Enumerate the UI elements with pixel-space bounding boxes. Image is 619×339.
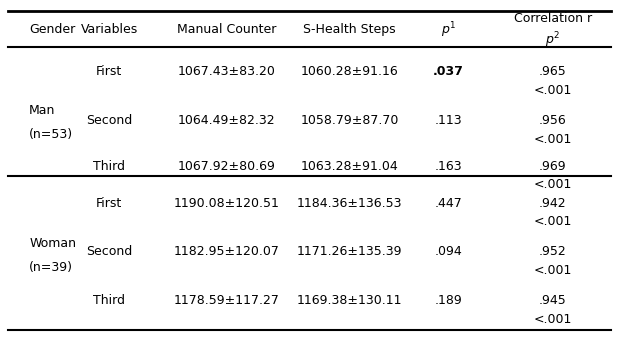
Text: <.001: <.001 — [534, 215, 572, 228]
Text: .969: .969 — [539, 160, 567, 173]
Text: 1067.43±83.20: 1067.43±83.20 — [178, 65, 275, 79]
Text: 1064.49±82.32: 1064.49±82.32 — [178, 114, 275, 127]
Text: Variables: Variables — [80, 23, 138, 37]
Text: Second: Second — [86, 245, 132, 258]
Text: Gender: Gender — [29, 23, 76, 37]
Text: 1058.79±87.70: 1058.79±87.70 — [300, 114, 399, 127]
Text: .945: .945 — [539, 294, 567, 307]
Text: Man: Man — [29, 104, 56, 117]
Text: .113: .113 — [435, 114, 462, 127]
Text: .447: .447 — [435, 197, 462, 210]
Text: <.001: <.001 — [534, 84, 572, 97]
Text: 1060.28±91.16: 1060.28±91.16 — [301, 65, 399, 79]
Text: Third: Third — [93, 294, 125, 307]
Text: 1171.26±135.39: 1171.26±135.39 — [297, 245, 402, 258]
Text: 1063.28±91.04: 1063.28±91.04 — [301, 160, 399, 173]
Text: 1067.92±80.69: 1067.92±80.69 — [178, 160, 275, 173]
Text: <.001: <.001 — [534, 264, 572, 277]
Text: .942: .942 — [539, 197, 567, 210]
Text: First: First — [96, 197, 123, 210]
Text: 1178.59±117.27: 1178.59±117.27 — [173, 294, 279, 307]
Text: Correlation r: Correlation r — [514, 12, 592, 25]
Text: .952: .952 — [539, 245, 567, 258]
Text: $p^1$: $p^1$ — [441, 20, 456, 40]
Text: $p^2$: $p^2$ — [545, 30, 560, 50]
Text: S-Health Steps: S-Health Steps — [303, 23, 396, 37]
Text: 1190.08±120.51: 1190.08±120.51 — [173, 197, 279, 210]
Text: .037: .037 — [433, 65, 464, 79]
Text: <.001: <.001 — [534, 178, 572, 191]
Text: (n=39): (n=39) — [29, 260, 73, 274]
Text: Third: Third — [93, 160, 125, 173]
Text: 1184.36±136.53: 1184.36±136.53 — [297, 197, 402, 210]
Text: .965: .965 — [539, 65, 567, 79]
Text: .094: .094 — [435, 245, 462, 258]
Text: 1169.38±130.11: 1169.38±130.11 — [297, 294, 402, 307]
Text: 1182.95±120.07: 1182.95±120.07 — [173, 245, 279, 258]
Text: .189: .189 — [435, 294, 462, 307]
Text: <.001: <.001 — [534, 313, 572, 326]
Text: .163: .163 — [435, 160, 462, 173]
Text: Woman: Woman — [29, 237, 76, 250]
Text: Second: Second — [86, 114, 132, 127]
Text: Manual Counter: Manual Counter — [176, 23, 276, 37]
Text: .956: .956 — [539, 114, 567, 127]
Text: <.001: <.001 — [534, 133, 572, 146]
Text: First: First — [96, 65, 123, 79]
Text: (n=53): (n=53) — [29, 128, 73, 141]
